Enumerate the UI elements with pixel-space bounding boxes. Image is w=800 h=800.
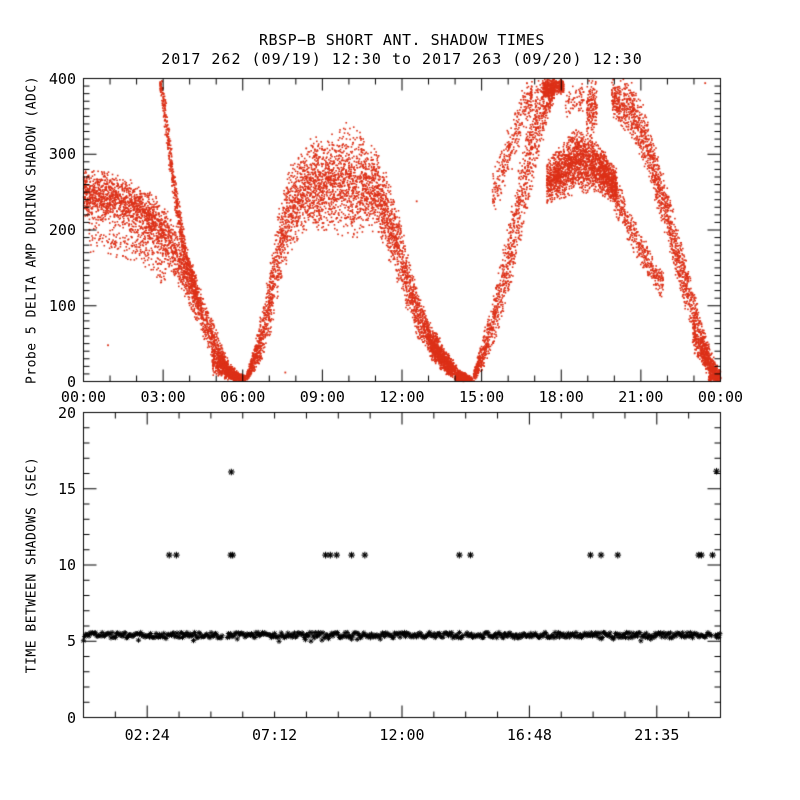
bottom-x-tick-label: 21:35 — [634, 726, 680, 744]
bottom-x-tick-label: 07:12 — [252, 726, 298, 744]
top-y-tick-label: 400 — [48, 69, 76, 88]
chart-title: RBSP−B SHORT ANT. SHADOW TIMES — [259, 31, 545, 49]
bottom-x-tick-label: 02:24 — [124, 726, 170, 744]
top-x-tick-label: 09:00 — [299, 388, 345, 406]
top-x-tick-label: 03:00 — [140, 388, 186, 406]
top-x-tick-label: 21:00 — [618, 388, 664, 406]
top-y-tick-label: 0 — [66, 372, 76, 391]
top-x-tick-label: 06:00 — [220, 388, 266, 406]
bottom-y-tick-label: 20 — [57, 403, 76, 422]
top-x-tick-label: 12:00 — [379, 388, 425, 406]
top-x-tick-label: 15:00 — [459, 388, 505, 406]
bottom-y-tick-label: 15 — [57, 479, 76, 498]
bottom-y-tick-label: 10 — [57, 556, 76, 574]
top-y-tick-label: 300 — [48, 145, 76, 164]
top-y-tick-label: 100 — [48, 296, 76, 315]
top-x-tick-label: 00:00 — [697, 388, 744, 406]
top-x-tick-label: 00:00 — [60, 388, 107, 406]
top-x-tick-label: 18:00 — [538, 388, 584, 406]
chart-subtitle: 2017 262 (09/19) 12:30 to 2017 263 (09/2… — [161, 50, 643, 68]
bottom-y-tick-label: 5 — [66, 632, 76, 651]
bottom-x-tick-label: 12:00 — [379, 726, 425, 744]
top-y-tick-label: 200 — [48, 221, 76, 239]
bottom-x-tick-label: 16:48 — [506, 726, 552, 744]
bottom-y-tick-label: 0 — [66, 708, 76, 727]
